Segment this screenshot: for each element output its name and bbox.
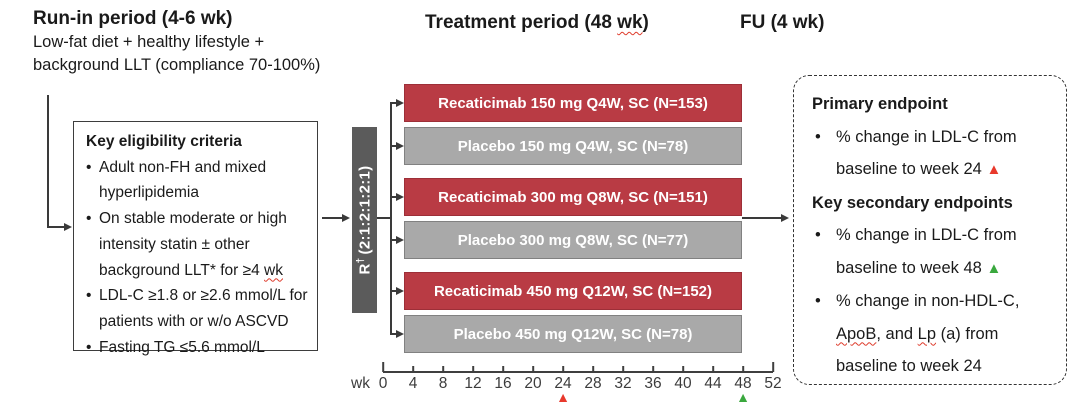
branch-line-1: [390, 102, 397, 104]
branch-trunk-line: [390, 102, 392, 335]
red-triangle-icon: ▲: [986, 161, 1002, 178]
treatment-title-close: ): [642, 12, 649, 33]
axis-tick-0: [382, 362, 384, 372]
axis-marker-week-24-triangle-icon: ▲: [556, 389, 570, 405]
branch-line-2: [390, 145, 397, 147]
axis-tick-36: [652, 366, 654, 372]
branch-line-4: [390, 239, 397, 241]
axis-tick-52: [772, 362, 774, 372]
randomization-stem-line: [377, 217, 391, 219]
arm-bar-recaticimab-450-q12w: Recaticimab 450 mg Q12W, SC (N=152): [404, 272, 742, 310]
branch-line-3: [390, 196, 397, 198]
arm-bar-placebo-300-q8w: Placebo 300 mg Q8W, SC (N=77): [404, 221, 742, 259]
arm-bar-placebo-150-q4w: Placebo 150 mg Q4W, SC (N=78): [404, 127, 742, 165]
run-in-connector-horizontal: [47, 226, 64, 228]
run-in-arrowhead-icon: [64, 222, 72, 231]
axis-marker-week-48-triangle-icon: ▲: [736, 389, 750, 405]
run-in-connector-vertical: [47, 95, 49, 227]
axis-tick-12: [472, 366, 474, 372]
follow-up-title: FU (4 wk): [740, 12, 825, 33]
eligibility-item-ldlc: LDL-C ≥1.8 or ≥2.6 mmol/L for patients w…: [86, 283, 309, 334]
axis-tick-24: [562, 366, 564, 372]
axis-tick-8: [442, 366, 444, 372]
treatment-title-text: Treatment period (48: [425, 12, 618, 33]
axis-tick-label-40: 40: [674, 375, 692, 392]
axis-tick-label-44: 44: [704, 375, 722, 392]
arm-bar-recaticimab-300-q8w: Recaticimab 300 mg Q8W, SC (N=151): [404, 178, 742, 216]
axis-tick-28: [592, 366, 594, 372]
axis-tick-20: [532, 366, 534, 372]
randomization-label: R†(2:1:2:1:2:1): [355, 165, 374, 275]
axis-tick-4: [412, 366, 414, 372]
run-in-subtitle-line1: Low-fat diet + healthy lifestyle +: [33, 33, 265, 51]
axis-tick-label-36: 36: [644, 375, 662, 392]
axis-tick-16: [502, 366, 504, 372]
arm-bar-placebo-450-q12w: Placebo 450 mg Q12W, SC (N=78): [404, 315, 742, 353]
green-triangle-icon: ▲: [986, 259, 1002, 277]
axis-unit-label: wk: [351, 375, 370, 392]
secondary-endpoint-item-1: % change in LDL-C from baseline to week …: [812, 219, 1056, 285]
arm-bar-recaticimab-150-q4w: Recaticimab 150 mg Q4W, SC (N=153): [404, 84, 742, 122]
eligibility-criteria-box: Key eligibility criteria Adult non-FH an…: [73, 121, 318, 360]
eligibility-item-tg: Fasting TG ≤5.6 mmol/L: [86, 335, 309, 361]
axis-tick-48: [742, 366, 744, 372]
branch-arrowhead-5-icon: [396, 286, 404, 295]
eligibility-arrowhead-icon: [342, 213, 350, 222]
axis-tick-40: [682, 366, 684, 372]
axis-tick-label-12: 12: [464, 375, 482, 392]
axis-line: [383, 371, 773, 373]
run-in-period-title: Run-in period (4-6 wk): [33, 8, 233, 29]
axis-tick-label-32: 32: [614, 375, 632, 392]
secondary-endpoint-item-2: % change in non-HDL-C, ApoB, and Lp (a) …: [812, 285, 1056, 383]
treatment-period-title: Treatment period (48 wk): [425, 12, 649, 34]
arrow-arms-to-endpoints: [742, 217, 782, 219]
treatment-title-wk: wk: [617, 12, 643, 33]
branch-line-6: [390, 333, 397, 335]
endpoints-arrowhead-icon: [781, 213, 789, 222]
eligibility-item-population: Adult non-FH and mixed hyperlipidemia: [86, 155, 309, 206]
branch-arrowhead-1-icon: [396, 98, 404, 107]
secondary-endpoints-title: Key secondary endpoints: [812, 193, 1013, 212]
week-axis: wk 0 4 8 12 16 20 24 28 32 36 40 44 48 52 ▲ ▲: [351, 362, 782, 412]
axis-tick-label-52: 52: [764, 375, 782, 392]
eligibility-title: Key eligibility criteria: [86, 133, 242, 150]
axis-tick-label-20: 20: [524, 375, 542, 392]
primary-endpoint-title: Primary endpoint: [812, 95, 948, 113]
branch-arrowhead-3-icon: [396, 192, 404, 201]
axis-tick-label-16: 16: [494, 375, 512, 392]
randomization-bar: R†(2:1:2:1:2:1): [352, 127, 377, 313]
branch-arrowhead-6-icon: [396, 329, 404, 338]
axis-tick-label-28: 28: [584, 375, 602, 392]
branch-arrowhead-2-icon: [396, 141, 404, 150]
axis-tick-label-4: 4: [408, 375, 418, 392]
primary-endpoint-item: % change in LDL-C from baseline to week …: [812, 121, 1056, 187]
axis-tick-label-8: 8: [438, 375, 448, 392]
arrow-eligibility-to-randomization: [322, 217, 342, 219]
axis-tick-label-0: 0: [378, 375, 388, 392]
axis-tick-44: [712, 366, 714, 372]
axis-tick-32: [622, 366, 624, 372]
axis-tick-label-24: 24: [554, 375, 572, 392]
run-in-subtitle-line2: background LLT (compliance 70-100%): [33, 56, 321, 74]
branch-line-5: [390, 290, 397, 292]
axis-tick-label-48: 48: [734, 375, 752, 392]
branch-arrowhead-4-icon: [396, 235, 404, 244]
eligibility-item-statin: On stable moderate or high intensity sta…: [86, 206, 309, 283]
endpoints-box: Primary endpoint % change in LDL-C from …: [793, 75, 1067, 385]
